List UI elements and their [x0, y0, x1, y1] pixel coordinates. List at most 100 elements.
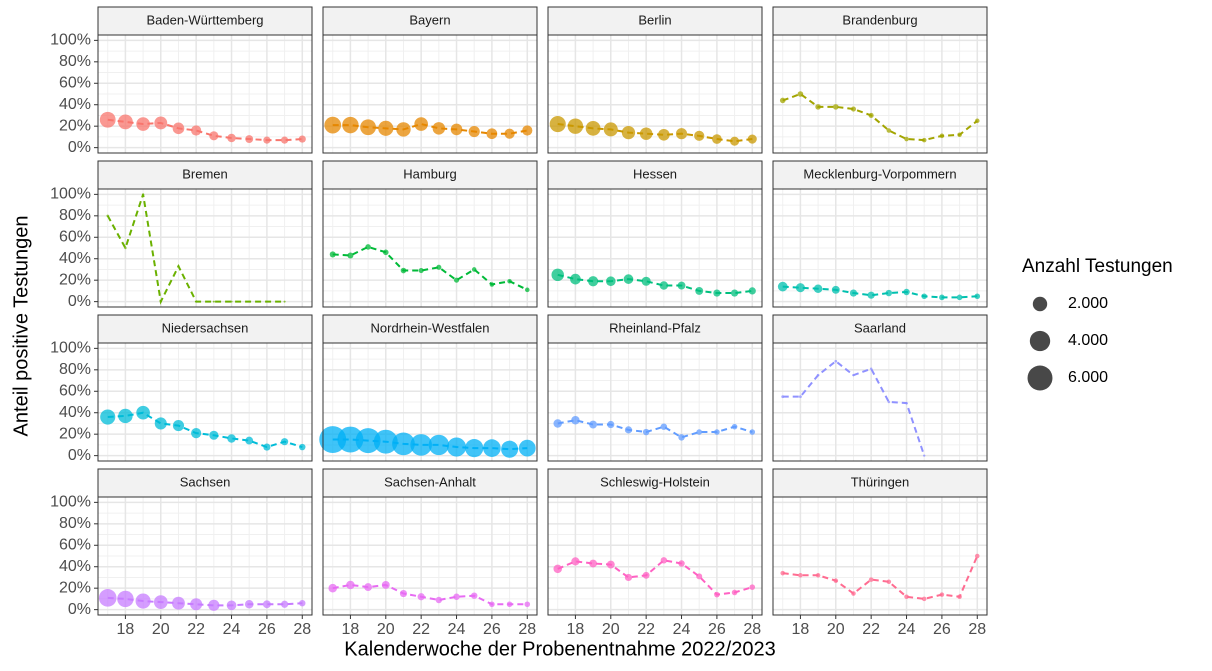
strip-label: Bayern [409, 12, 450, 27]
bubble [551, 268, 564, 282]
bubble [124, 246, 127, 250]
bubble [399, 589, 408, 598]
bubble [712, 134, 722, 144]
strip-label: Schleswig-Holstein [600, 474, 710, 489]
bubble [589, 420, 598, 429]
strip [772, 314, 988, 344]
bubble [603, 122, 618, 137]
bubble [154, 417, 167, 430]
x-tick-label: 22 [412, 621, 430, 638]
bubble [381, 581, 390, 589]
bubble [100, 409, 116, 425]
bubble [227, 434, 236, 443]
bubble [524, 601, 531, 608]
bubble [904, 136, 909, 142]
y-tick-label: 100% [50, 186, 91, 203]
bubble [400, 267, 407, 274]
bubble [373, 429, 398, 454]
bubble [921, 293, 928, 300]
bubble [696, 573, 703, 580]
bubble [365, 244, 371, 250]
bubble [265, 300, 268, 303]
bubble [589, 559, 598, 568]
strip-label: Rheinland-Pfalz [609, 320, 701, 335]
bubble [470, 592, 478, 599]
bubble [905, 401, 908, 405]
bubble [642, 428, 650, 436]
bubble [815, 104, 821, 110]
y-tick-label: 0% [68, 139, 91, 156]
bubble [678, 434, 685, 441]
x-tick-label: 18 [117, 621, 135, 638]
y-tick-label: 80% [59, 53, 91, 70]
bubble [360, 119, 376, 136]
bubble [886, 579, 892, 585]
bubble [118, 114, 133, 130]
bubble [417, 593, 425, 601]
bubble [378, 120, 394, 136]
bubble [172, 596, 185, 610]
x-tick-label: 28 [518, 621, 536, 638]
bubble [850, 106, 857, 112]
bubble [798, 395, 802, 399]
bubble [781, 395, 785, 399]
bubble [606, 560, 615, 569]
strip [547, 160, 763, 190]
bubble [623, 274, 634, 284]
strip-label: Saarland [854, 320, 906, 335]
strip-label: Baden-Württemberg [146, 12, 263, 27]
bubble [834, 359, 838, 363]
bubble [450, 123, 463, 136]
bubble [226, 600, 237, 611]
bubble [263, 136, 271, 144]
strip [322, 468, 538, 498]
legend-bubble [1027, 365, 1053, 391]
bubble [195, 300, 198, 303]
bubble [851, 591, 856, 596]
bubble [453, 277, 460, 283]
bubble [99, 111, 116, 128]
bubble [678, 560, 685, 567]
bubble [471, 267, 477, 272]
bubble [798, 573, 803, 578]
bubble [328, 583, 337, 593]
bubble [868, 112, 874, 119]
bubble [432, 122, 446, 135]
bubble [904, 594, 909, 600]
y-axis-label: Anteil positive Testungen [10, 216, 32, 437]
bubble [342, 116, 359, 134]
bubble [553, 419, 562, 428]
strip [772, 468, 988, 498]
x-tick-label: 18 [342, 621, 360, 638]
strip [322, 160, 538, 190]
bubble [956, 294, 963, 301]
bubble [777, 281, 788, 292]
strip [322, 6, 538, 36]
legend-label: 4.000 [1068, 332, 1108, 349]
bubble [571, 415, 580, 425]
bubble [731, 423, 738, 430]
bubble [815, 573, 821, 578]
bubble [886, 128, 892, 133]
strip [547, 314, 763, 344]
bubble [675, 128, 688, 140]
bubble [209, 430, 219, 440]
y-tick-label: 80% [59, 361, 91, 378]
strip [547, 468, 763, 498]
bubble [136, 117, 150, 131]
x-tick-label: 20 [602, 621, 620, 638]
bubble [641, 276, 651, 286]
bubble [852, 373, 855, 377]
x-tick-label: 24 [448, 621, 466, 638]
x-tick-label: 28 [968, 621, 986, 638]
bubble [607, 420, 615, 429]
bubble [428, 434, 450, 456]
x-tick-label: 18 [567, 621, 585, 638]
bubble [410, 434, 432, 456]
strip [97, 160, 313, 190]
strip [772, 6, 988, 36]
bubble [518, 439, 536, 457]
bubble [748, 287, 756, 295]
y-tick-label: 60% [59, 74, 91, 91]
bubble [489, 601, 495, 608]
